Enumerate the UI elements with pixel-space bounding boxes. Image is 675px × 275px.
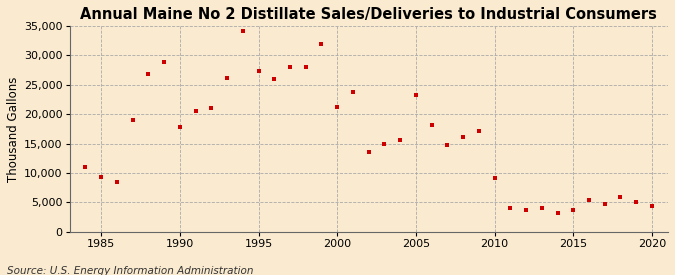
- Text: Source: U.S. Energy Information Administration: Source: U.S. Energy Information Administ…: [7, 266, 253, 275]
- Point: [316, 41, 327, 46]
- Point: [473, 129, 484, 133]
- Title: Annual Maine No 2 Distillate Sales/Deliveries to Industrial Consumers: Annual Maine No 2 Distillate Sales/Deliv…: [80, 7, 657, 22]
- Point: [269, 77, 279, 81]
- Point: [348, 90, 358, 95]
- Point: [426, 123, 437, 127]
- Point: [332, 105, 343, 109]
- Point: [615, 195, 626, 199]
- Point: [206, 106, 217, 111]
- Point: [300, 65, 311, 69]
- Point: [631, 200, 642, 205]
- Point: [363, 150, 374, 154]
- Point: [80, 165, 91, 169]
- Point: [442, 143, 453, 148]
- Point: [520, 208, 531, 212]
- Point: [174, 124, 185, 129]
- Point: [143, 72, 154, 76]
- Point: [647, 204, 657, 208]
- Y-axis label: Thousand Gallons: Thousand Gallons: [7, 76, 20, 182]
- Point: [253, 69, 264, 73]
- Point: [568, 208, 578, 212]
- Point: [127, 118, 138, 122]
- Point: [285, 65, 296, 69]
- Point: [238, 28, 248, 33]
- Point: [537, 205, 547, 210]
- Point: [552, 211, 563, 215]
- Point: [190, 108, 201, 113]
- Point: [111, 180, 122, 184]
- Point: [489, 176, 500, 180]
- Point: [395, 138, 406, 142]
- Point: [599, 202, 610, 207]
- Point: [221, 75, 232, 80]
- Point: [505, 205, 516, 210]
- Point: [584, 198, 595, 202]
- Point: [159, 60, 169, 65]
- Point: [410, 93, 421, 98]
- Point: [458, 135, 468, 139]
- Point: [96, 175, 107, 179]
- Point: [379, 142, 390, 146]
